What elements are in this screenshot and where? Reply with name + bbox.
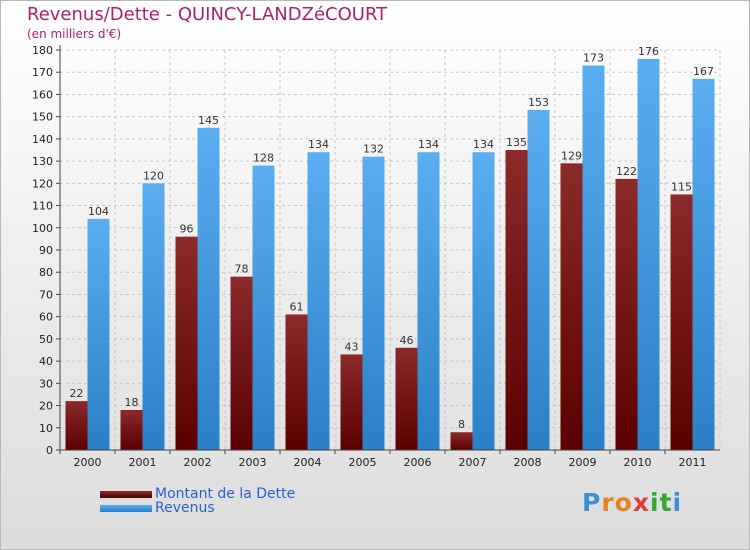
bar-revenue-2008 xyxy=(527,110,550,450)
bar-revenue-2011 xyxy=(692,78,715,450)
bar-revenue-2006 xyxy=(417,152,440,450)
value-label-revenue-2008: 153 xyxy=(528,96,549,109)
y-tick-label: 170 xyxy=(32,66,53,79)
y-tick-label: 180 xyxy=(32,44,53,57)
bar-debt-2007 xyxy=(450,432,473,450)
value-label-revenue-2005: 132 xyxy=(363,143,384,156)
bar-revenue-2000 xyxy=(87,218,110,450)
y-tick-label: 120 xyxy=(32,177,53,190)
bar-revenue-2004 xyxy=(307,152,330,450)
y-tick-label: 70 xyxy=(39,288,53,301)
logo-letter: P xyxy=(582,488,602,517)
bar-revenue-2005 xyxy=(362,156,385,450)
x-tick-label: 2001 xyxy=(129,456,157,469)
value-label-debt-2006: 46 xyxy=(400,334,414,347)
y-tick-label: 60 xyxy=(39,311,53,324)
y-tick-label: 50 xyxy=(39,333,53,346)
logo-letter: o xyxy=(614,488,633,517)
x-tick-label: 2007 xyxy=(459,456,487,469)
bar-revenue-2002 xyxy=(197,127,220,451)
value-label-revenue-2000: 104 xyxy=(88,205,109,218)
y-tick-label: 110 xyxy=(32,200,53,213)
bar-debt-2001 xyxy=(120,410,143,450)
logo-letter: t xyxy=(659,488,673,517)
value-label-debt-2011: 115 xyxy=(671,180,692,193)
value-label-revenue-2007: 134 xyxy=(473,138,494,151)
bar-revenue-2007 xyxy=(472,152,495,450)
bar-debt-2010 xyxy=(615,178,638,450)
y-tick-label: 20 xyxy=(39,400,53,413)
value-label-revenue-2002: 145 xyxy=(198,114,219,127)
logo-letter: i xyxy=(650,488,660,517)
bar-debt-2002 xyxy=(175,236,198,450)
value-label-revenue-2001: 120 xyxy=(143,169,164,182)
y-tick-label: 80 xyxy=(39,266,53,279)
value-label-revenue-2003: 128 xyxy=(253,152,274,165)
bar-debt-2009 xyxy=(560,163,583,451)
value-label-debt-2003: 78 xyxy=(235,263,249,276)
y-tick-label: 0 xyxy=(46,444,53,457)
bar-revenue-2010 xyxy=(637,58,660,451)
value-label-debt-2000: 22 xyxy=(70,387,84,400)
y-tick-label: 130 xyxy=(32,155,53,168)
x-tick-label: 2006 xyxy=(404,456,432,469)
chart-title: Revenus/Dette - QUINCY-LANDZéCOURT xyxy=(27,4,388,25)
legend-swatch-dette xyxy=(100,490,152,498)
bar-debt-2004 xyxy=(285,314,308,450)
y-tick-label: 140 xyxy=(32,133,53,146)
bar-debt-2003 xyxy=(230,276,253,450)
bar-debt-2011 xyxy=(670,194,693,450)
logo-letter: i xyxy=(672,488,683,517)
bar-debt-2000 xyxy=(65,401,88,450)
value-label-debt-2002: 96 xyxy=(180,223,194,236)
bar-debt-2006 xyxy=(395,347,418,450)
x-tick-label: 2008 xyxy=(514,456,542,469)
logo-letter: x xyxy=(632,488,650,517)
value-label-debt-2007: 8 xyxy=(458,418,465,431)
value-label-revenue-2009: 173 xyxy=(583,52,604,65)
value-label-revenue-2006: 134 xyxy=(418,138,439,151)
y-tick-label: 160 xyxy=(32,88,53,101)
x-tick-label: 2005 xyxy=(349,456,377,469)
y-tick-label: 90 xyxy=(39,244,53,257)
y-tick-label: 40 xyxy=(39,355,53,368)
x-tick-label: 2000 xyxy=(74,456,102,469)
chart-subtitle: (en milliers d'€) xyxy=(27,27,122,41)
value-label-debt-2010: 122 xyxy=(616,165,637,178)
logo-letter: r xyxy=(601,488,615,517)
value-label-revenue-2010: 176 xyxy=(638,45,659,58)
y-tick-label: 10 xyxy=(39,422,53,435)
bar-debt-2008 xyxy=(505,150,528,450)
value-label-debt-2005: 43 xyxy=(345,340,359,353)
y-tick-label: 150 xyxy=(32,111,53,124)
bar-revenue-2001 xyxy=(142,183,165,451)
legend-swatch-revenus xyxy=(100,504,152,512)
bar-revenue-2003 xyxy=(252,165,275,451)
legend-item-dette: Montant de la Dette xyxy=(100,486,295,502)
y-tick-label: 30 xyxy=(39,377,53,390)
value-label-debt-2004: 61 xyxy=(290,300,304,313)
legend-label-revenus: Revenus xyxy=(155,500,215,516)
value-label-revenue-2004: 134 xyxy=(308,138,329,151)
x-tick-label: 2003 xyxy=(239,456,267,469)
y-tick-label: 100 xyxy=(32,222,53,235)
bar-revenue-2009 xyxy=(582,65,605,451)
value-label-revenue-2011: 167 xyxy=(693,65,714,78)
value-label-debt-2001: 18 xyxy=(125,396,139,409)
bar-debt-2005 xyxy=(340,354,363,450)
value-label-debt-2009: 129 xyxy=(561,149,582,162)
proxiti-logo: Proxiti xyxy=(582,488,682,517)
legend-label-dette: Montant de la Dette xyxy=(155,486,296,502)
x-tick-label: 2009 xyxy=(569,456,597,469)
x-tick-label: 2004 xyxy=(294,456,322,469)
legend-item-revenus: Revenus xyxy=(100,500,215,516)
x-tick-label: 2011 xyxy=(679,456,707,469)
value-label-debt-2008: 135 xyxy=(506,136,527,149)
x-tick-label: 2010 xyxy=(624,456,652,469)
x-tick-label: 2002 xyxy=(184,456,212,469)
